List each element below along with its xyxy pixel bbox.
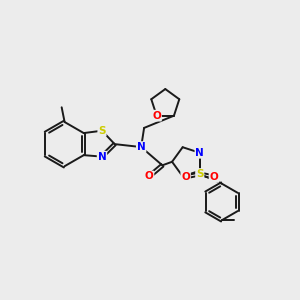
Text: S: S xyxy=(196,169,203,179)
Text: S: S xyxy=(98,126,106,136)
Text: O: O xyxy=(209,172,218,182)
Text: O: O xyxy=(181,172,190,182)
Text: O: O xyxy=(152,111,161,121)
Text: N: N xyxy=(137,142,146,152)
Text: N: N xyxy=(98,152,106,162)
Text: O: O xyxy=(145,172,154,182)
Text: N: N xyxy=(195,148,204,158)
